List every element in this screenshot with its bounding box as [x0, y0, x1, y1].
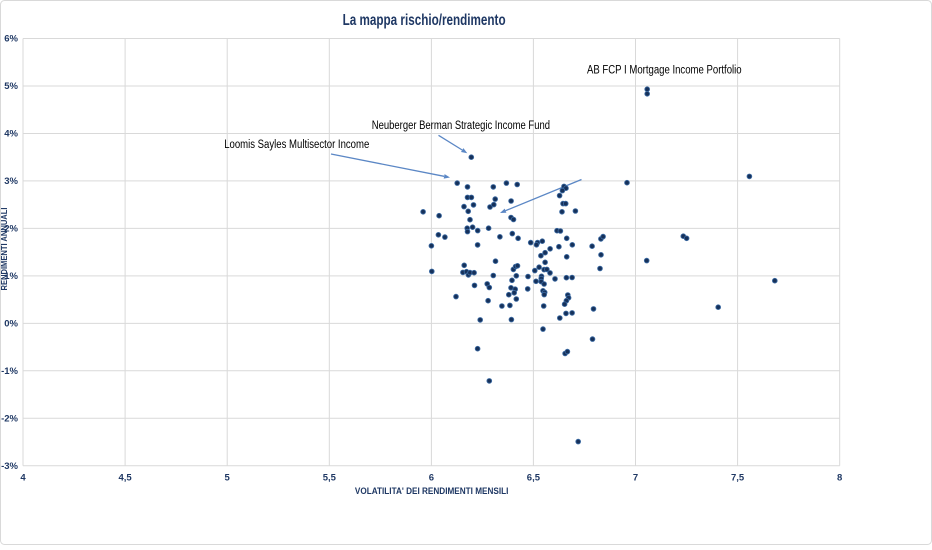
svg-text:3%: 3%	[4, 176, 18, 187]
svg-text:0%: 0%	[4, 318, 18, 329]
svg-text:2%: 2%	[4, 223, 18, 234]
svg-text:4: 4	[20, 473, 26, 484]
svg-text:Neuberger Berman Strategic Inc: Neuberger Berman Strategic Income Fund	[372, 120, 550, 132]
svg-text:5,5: 5,5	[323, 473, 337, 484]
svg-text:1%: 1%	[4, 271, 18, 282]
svg-text:7: 7	[633, 473, 638, 484]
svg-text:-2%: -2%	[1, 413, 18, 424]
svg-text:6,5: 6,5	[527, 473, 541, 484]
svg-text:-1%: -1%	[1, 366, 18, 377]
svg-text:7,5: 7,5	[731, 473, 745, 484]
svg-text:VOLATILITA' DEI RENDIMENTI MEN: VOLATILITA' DEI RENDIMENTI MENSILI	[355, 486, 509, 497]
svg-text:5%: 5%	[4, 81, 18, 92]
svg-text:5: 5	[225, 473, 231, 484]
svg-text:6%: 6%	[4, 34, 18, 45]
svg-text:La mappa rischio/rendimento: La mappa rischio/rendimento	[343, 12, 506, 29]
svg-text:4%: 4%	[4, 129, 18, 140]
svg-text:8: 8	[837, 473, 842, 484]
svg-text:4,5: 4,5	[118, 473, 132, 484]
svg-text:-3%: -3%	[1, 461, 18, 472]
svg-text:RENDIMENTI ANNUALI: RENDIMENTI ANNUALI	[0, 208, 9, 291]
svg-text:6: 6	[429, 473, 434, 484]
svg-text:Loomis Sayles Multisector Inco: Loomis Sayles Multisector Income	[224, 139, 369, 151]
svg-text:AB FCP I Mortgage Income Portf: AB FCP I Mortgage Income Portfolio	[587, 65, 742, 77]
